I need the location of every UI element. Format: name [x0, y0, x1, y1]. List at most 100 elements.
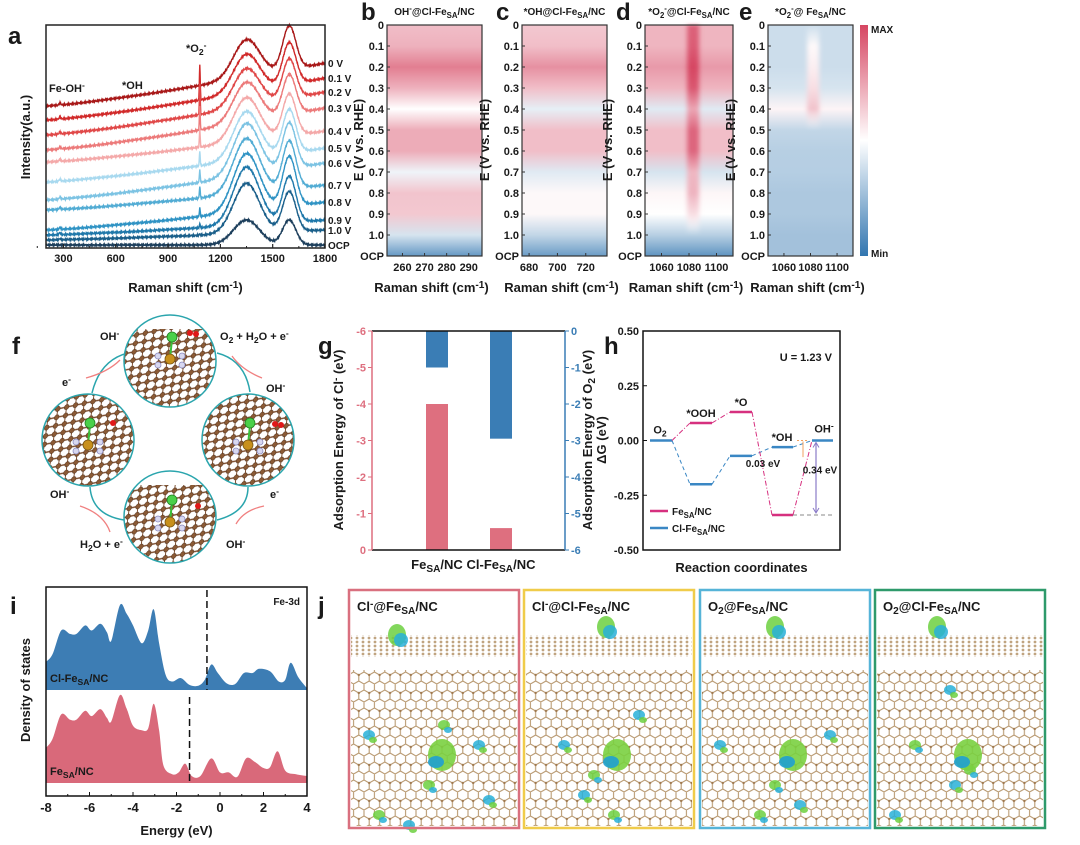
- cl-fe-connector: [711, 455, 731, 485]
- nitrogen-atom: [154, 515, 162, 523]
- y-tick-label: 0.2: [504, 62, 519, 74]
- series-label: 0.7 V: [328, 181, 352, 192]
- y-tick-label: OCP: [741, 251, 765, 263]
- x-axis-title: Raman shift (cm-1): [504, 280, 619, 295]
- heatmap-title: *O2-@Cl-FeSA/NC: [648, 4, 729, 20]
- right-tick-label: -3: [571, 436, 581, 448]
- oxygen-atom: [193, 331, 199, 337]
- charge-isosurface: [614, 817, 622, 823]
- intermediate-circle: [123, 314, 217, 408]
- y-axis-title: ΔG (eV): [594, 416, 609, 464]
- cl-fe-connector: [671, 440, 691, 485]
- annotation-fe-oh: Fe-OH-: [49, 80, 85, 95]
- heatmap-title: *O2-@ FeSA/NC: [775, 4, 846, 20]
- bar-o2-adsorption: [490, 331, 512, 439]
- panel-labels: a b c d e f g h i j: [8, 0, 752, 620]
- series-label: 0.8 V: [328, 198, 352, 209]
- panel-f-mechanism-schematic: OH- O2 + H2O + e-e- OH- OH-e- H2O + e- OH-: [41, 314, 295, 564]
- x-tick-label: -2: [171, 800, 183, 815]
- box-title: Cl-@FeSA/NC: [357, 599, 438, 617]
- title-bg: [526, 592, 692, 616]
- nitrogen-atom: [256, 438, 264, 446]
- series-label: 0.4 V: [328, 127, 352, 138]
- y-tick-label: -0.50: [614, 545, 639, 557]
- panel-b-e-heatmaps: OH-@Cl-FeSA/NC 0 0.1 0.2 0.3 0.4 0.5 0.6 0.7 0.8 0…: [351, 4, 894, 295]
- charge-density-box: Cl-@FeSA/NC: [347, 588, 521, 833]
- spectrum-line-0.5V: [45, 106, 326, 185]
- charge-isosurface: [603, 625, 617, 639]
- reaction-arrow: [235, 505, 265, 525]
- annotation-o2-superoxide: *O2-: [186, 40, 207, 57]
- intermediate-structure: [124, 329, 216, 407]
- x-tick-label: 1060: [772, 262, 796, 274]
- panel-label-g: g: [318, 333, 333, 360]
- y-tick-label: 0.6: [627, 146, 642, 158]
- charge-density-box: Cl-@Cl-FeSA/NC: [522, 588, 696, 830]
- state-label: *O: [735, 397, 748, 409]
- y-tick-label: 1.0: [369, 230, 384, 242]
- heatmap-title: OH-@Cl-FeSA/NC: [394, 4, 474, 20]
- y-tick-label: 0.50: [618, 326, 639, 338]
- panel-label-a: a: [8, 23, 22, 50]
- left-tick-label: 0: [360, 545, 366, 557]
- side-view-slab: [351, 635, 517, 657]
- cl-fe-connector: [751, 446, 773, 457]
- title-bg: [702, 592, 868, 616]
- cl-atom: [84, 417, 96, 429]
- y-axis-title: Density of states: [18, 638, 33, 742]
- nitrogen-atom: [178, 515, 186, 523]
- species-label: OH-: [50, 486, 70, 501]
- charge-isosurface: [800, 807, 808, 813]
- reaction-arrow: [79, 505, 111, 533]
- fe-atom: [164, 353, 176, 365]
- bar-cl-adsorption: [426, 404, 448, 550]
- fe-site-isosurface: [603, 756, 619, 768]
- y-tick-label: 0.3: [627, 83, 642, 95]
- charge-isosurface: [429, 787, 437, 793]
- legend-label-fe: FeSA/NC: [672, 507, 712, 520]
- heatmap-frame: [386, 24, 483, 257]
- fe-site-isosurface: [954, 756, 970, 768]
- charge-isosurface: [639, 717, 647, 723]
- y-tick-label: 0.6: [750, 146, 765, 158]
- x-axis-title: Raman shift (cm-1): [629, 280, 744, 295]
- box-title: Cl-@Cl-FeSA/NC: [532, 599, 631, 617]
- box-title: O2@Cl-FeSA/NC: [883, 599, 981, 617]
- y-tick-label: 0.25: [618, 381, 639, 393]
- y-tick-label: 0.8: [369, 188, 384, 200]
- y-tick-label: 0.9: [504, 209, 519, 221]
- bar-o2-adsorption: [426, 331, 448, 368]
- category-label: FeSA/NC: [411, 557, 463, 575]
- colorbar-min-label: Min: [871, 249, 888, 260]
- intermediate-circle: [41, 393, 135, 487]
- gap-label-cl: 0.03 eV: [746, 459, 781, 470]
- intermediate-circle: [201, 393, 295, 487]
- x-tick-label: -6: [84, 800, 96, 815]
- panel-h-free-energy-diagram: 0.50 0.25 0.00 -0.25 -0.50 O2 *OOH *O *OH OH- 0.03…: [594, 326, 841, 575]
- y-tick-label: 0.2: [627, 62, 642, 74]
- y-tick-label: 0.2: [750, 62, 765, 74]
- y-tick-label: 0.7: [627, 167, 642, 179]
- reaction-arrow: [85, 359, 121, 379]
- nitrogen-atom: [72, 447, 80, 455]
- x-tick-label: 720: [577, 262, 595, 274]
- x-tick-label: -4: [127, 800, 139, 815]
- y-tick-label: 0: [636, 20, 642, 32]
- charge-isosurface: [369, 737, 377, 743]
- nitrogen-atom: [232, 438, 240, 446]
- species-label: O2 + H2O + e-: [220, 328, 289, 345]
- y-axis-title: Intensity(a.u.): [18, 95, 33, 180]
- y-tick-label: 0.2: [369, 62, 384, 74]
- cycle-arrow: [89, 486, 125, 521]
- x-tick-label: 1500: [260, 253, 284, 265]
- charge-isosurface: [489, 802, 497, 808]
- charge-isosurface: [950, 692, 958, 698]
- oxygen-atom: [195, 503, 201, 509]
- x-tick-label: 4: [303, 800, 311, 815]
- nitrogen-atom: [154, 352, 162, 360]
- side-view-slab: [526, 635, 692, 657]
- box-frame: [522, 588, 696, 830]
- charge-isosurface: [720, 747, 728, 753]
- y-tick-label: 0.4: [750, 104, 766, 116]
- y-axis-title: E (V vs. RHE): [723, 99, 738, 181]
